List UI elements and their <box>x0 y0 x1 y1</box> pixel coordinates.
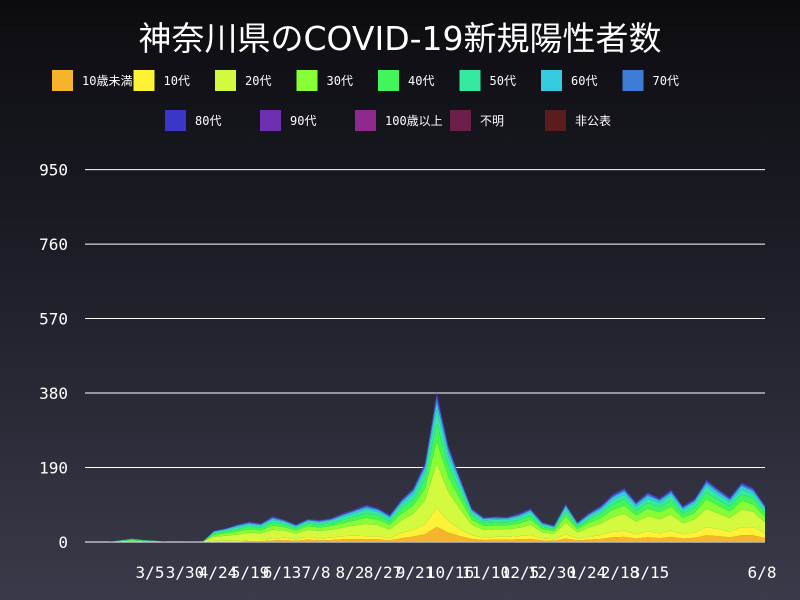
legend-swatch <box>541 70 562 91</box>
legend-label: 10代 <box>164 74 190 88</box>
legend-swatch <box>378 70 399 91</box>
y-tick-label: 0 <box>58 533 68 552</box>
series-area <box>85 410 765 542</box>
x-tick-label: 10/16 <box>426 563 474 582</box>
series-area <box>85 463 765 542</box>
x-tick-label: 6/13 <box>263 563 302 582</box>
legend-swatch <box>215 70 236 91</box>
series-area <box>85 526 765 542</box>
x-tick-label: 7/8 <box>302 563 331 582</box>
legend-label: 60代 <box>571 74 597 88</box>
legend-label: 100歳以上 <box>385 114 443 128</box>
x-tick-label: 8/2 <box>336 563 365 582</box>
legend-swatch <box>165 110 186 131</box>
x-tick-label: 1/24 <box>568 563 607 582</box>
x-tick-label: 2/18 <box>601 563 640 582</box>
y-tick-label: 380 <box>39 384 68 403</box>
legend-label: 30代 <box>327 74 353 88</box>
series-area <box>85 507 765 542</box>
y-tick-label: 950 <box>39 161 68 180</box>
legend-label: 不明 <box>480 114 504 128</box>
x-tick-label: 5/19 <box>231 563 270 582</box>
x-tick-label: 3/15 <box>631 563 670 582</box>
legend-label: 90代 <box>290 114 316 128</box>
legend-label: 50代 <box>490 74 516 88</box>
legend-swatch <box>450 110 471 131</box>
y-tick-label: 760 <box>39 235 68 254</box>
legend-swatch <box>622 70 644 91</box>
x-tick-label: 4/24 <box>199 563 238 582</box>
legend-label: 非公表 <box>575 114 611 128</box>
legend-swatch <box>355 110 376 131</box>
legend-swatch <box>459 70 481 91</box>
y-tick-label: 570 <box>39 310 68 329</box>
x-tick-label: 6/8 <box>748 563 777 582</box>
x-tick-label: 8/27 <box>364 563 403 582</box>
y-axis-ticks: 0 190 380 570 760 950 <box>39 161 68 552</box>
legend-label: 20代 <box>245 74 271 88</box>
x-tick-label: 11/10 <box>462 563 510 582</box>
legend: 10歳未満 10代 20代 30代 40代 50代 60代 70代 80代 90代 100歳以上 不明… <box>52 70 679 131</box>
x-tick-label: 3/5 <box>136 563 165 582</box>
series-areas <box>85 391 765 542</box>
x-tick-label: 9/21 <box>396 563 435 582</box>
legend-swatch <box>52 70 73 91</box>
x-axis-ticks: 3/5 3/304/245/196/13 7/8 8/2 8/279/2110/1611… <box>136 563 777 582</box>
series-area <box>85 423 765 542</box>
legend-label: 70代 <box>653 74 679 88</box>
y-tick-label: 190 <box>39 459 68 478</box>
legend-label: 80代 <box>195 114 221 128</box>
legend-swatch <box>260 110 281 131</box>
legend-label: 40代 <box>408 74 434 88</box>
x-tick-label: 12/5 <box>501 563 540 582</box>
legend-swatch <box>545 110 566 131</box>
series-area <box>85 440 765 542</box>
x-tick-label: 3/30 <box>166 563 205 582</box>
legend-swatch <box>296 70 318 91</box>
x-tick-label: 12/30 <box>528 563 576 582</box>
legend-label: 10歳未満 <box>82 74 132 88</box>
legend-swatch <box>133 70 155 91</box>
chart-title: 神奈川県のCOVID-19新規陽性者数 <box>138 19 661 58</box>
